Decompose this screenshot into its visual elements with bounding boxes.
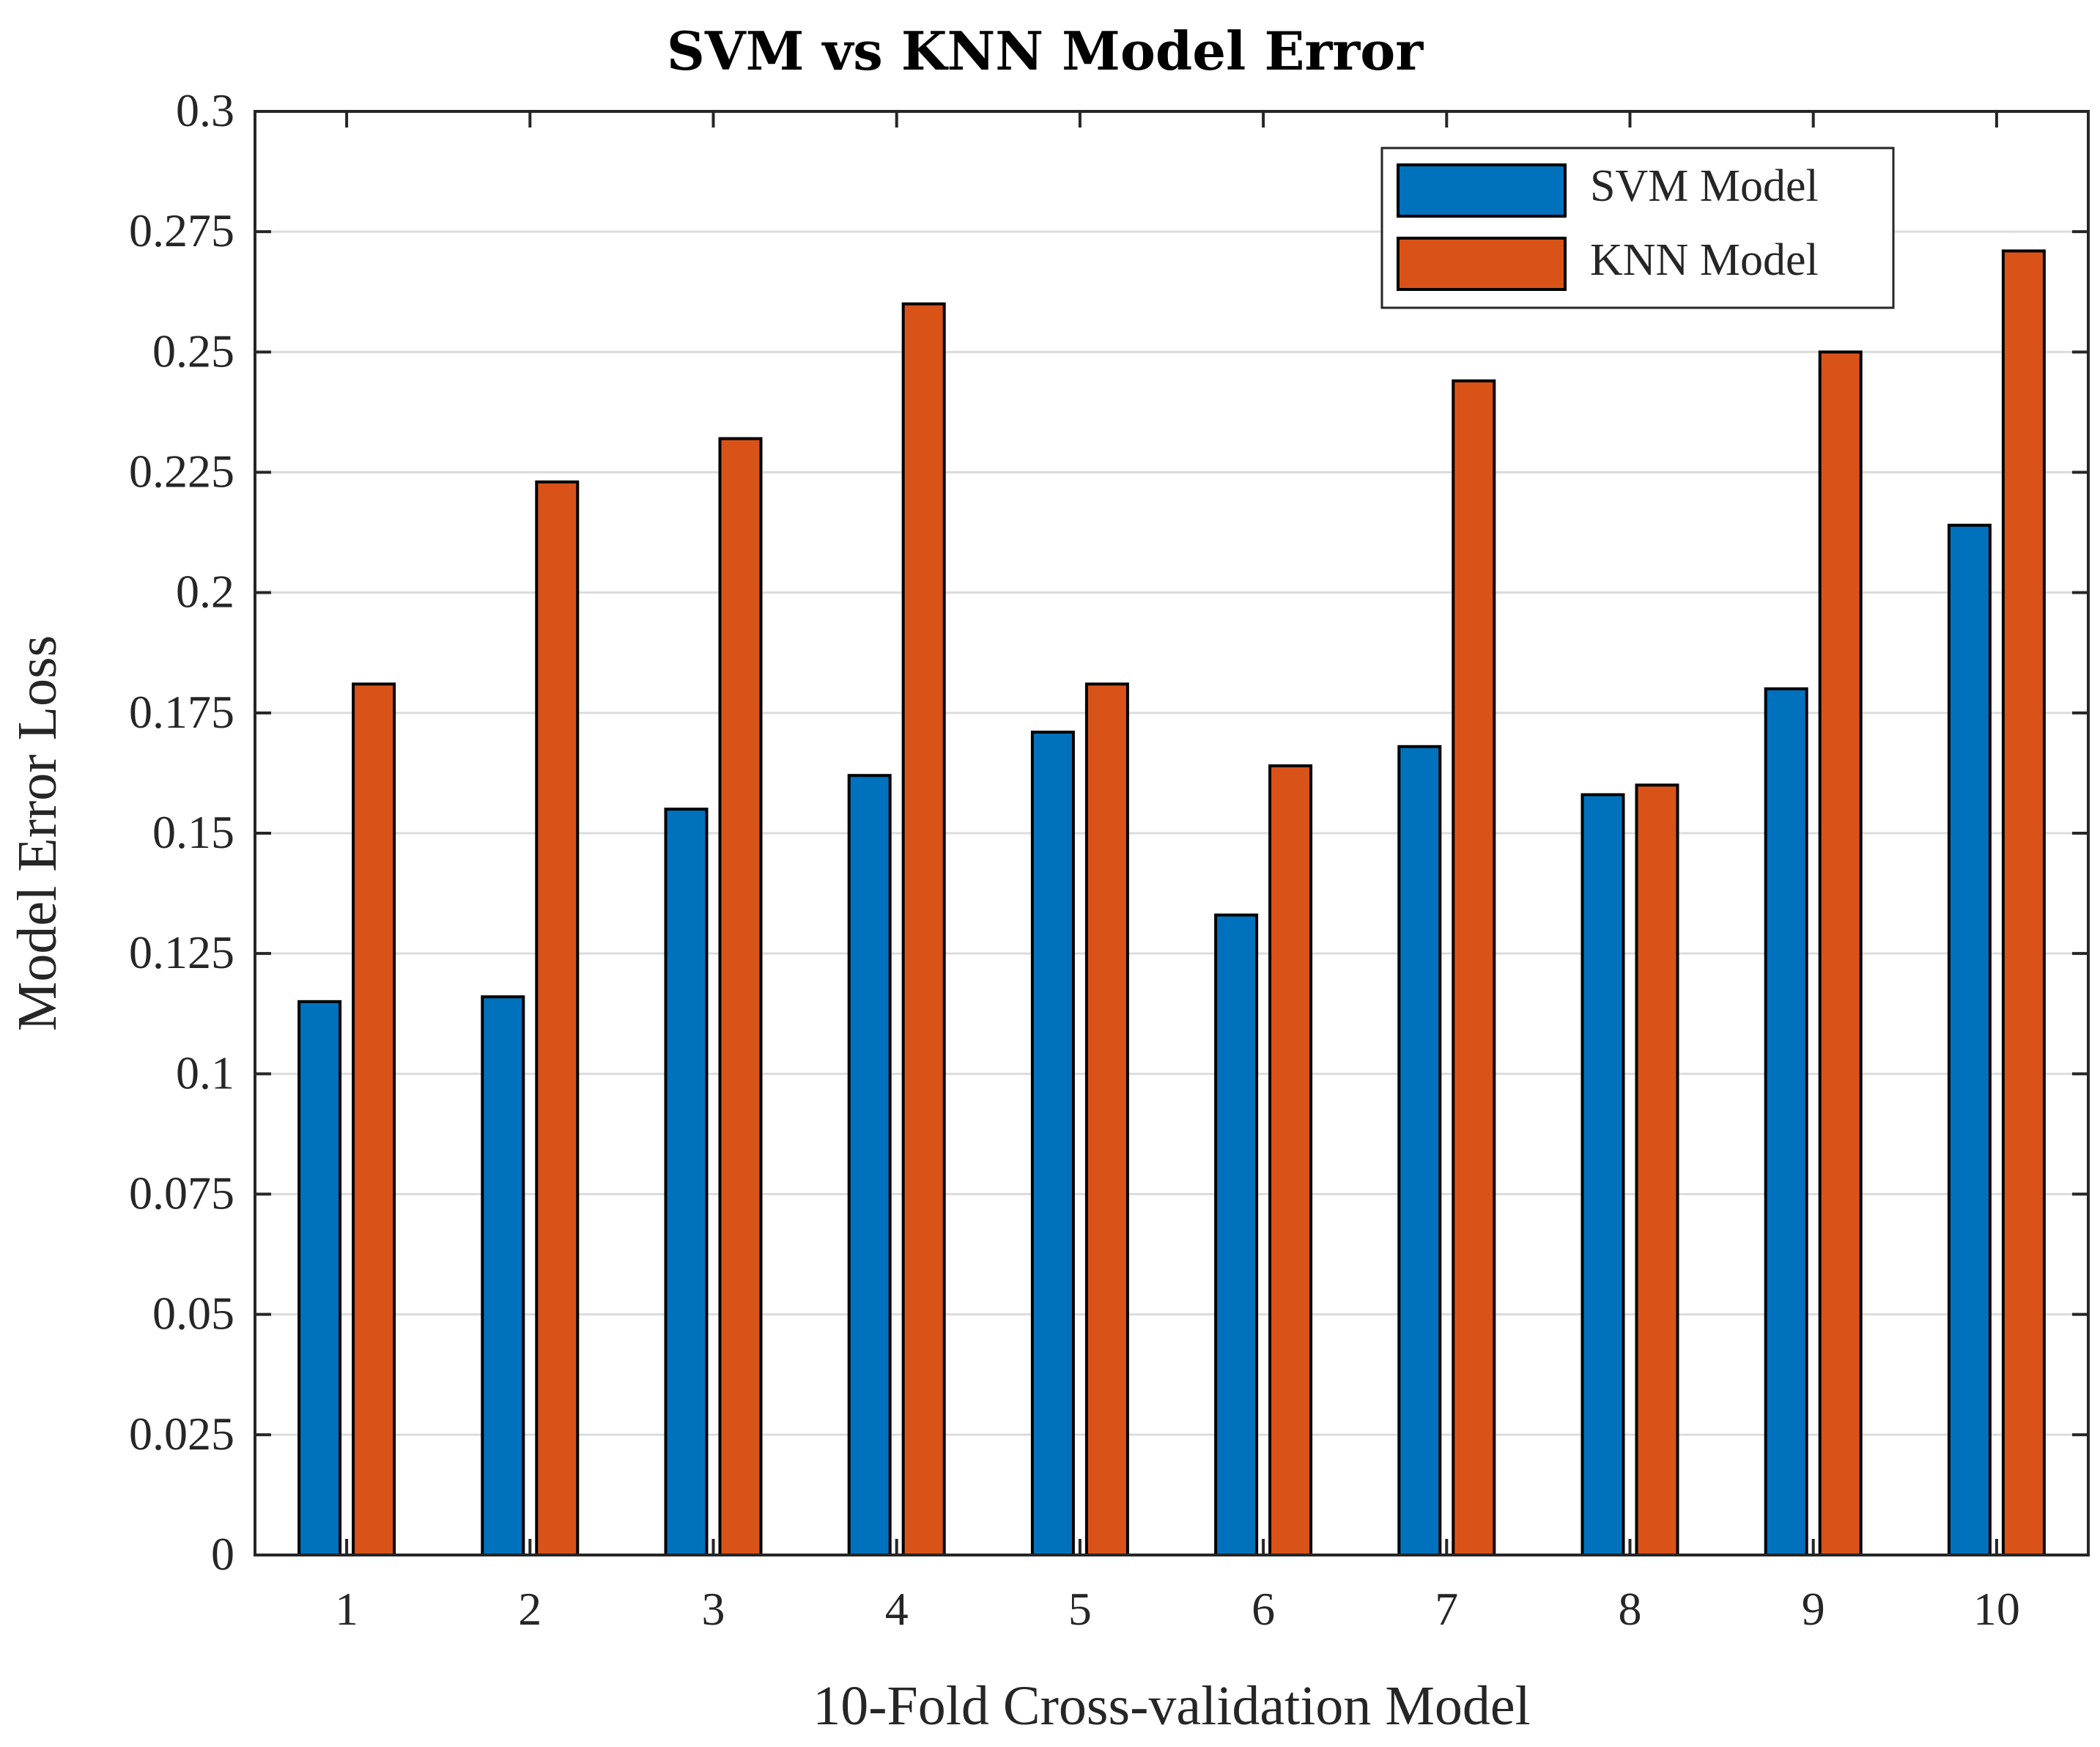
axis-ticks: 0 0.025 0.05 0.075 0.1 0.125 0.15 0.175 0.2 0.225… (129, 84, 2088, 1635)
bar-knn-2 (535, 480, 580, 1557)
y-tick-label: 0.25 (152, 325, 234, 377)
x-tick-label: 8 (1619, 1583, 1642, 1635)
bar-knn-3 (718, 437, 763, 1556)
chart-title: SVM vs KNN Model Error (667, 20, 1424, 82)
bar-svm-2 (481, 995, 525, 1557)
bar-svm-3 (664, 808, 709, 1556)
bar-svm-1 (297, 1000, 342, 1557)
bar-svm-9 (1764, 687, 1808, 1556)
y-tick-label: 0.175 (129, 686, 234, 738)
legend-label-svm: SVM Model (1590, 161, 1819, 211)
bar-svm-6 (1214, 913, 1259, 1556)
bar-knn-10 (2001, 249, 2046, 1556)
bar-knn-6 (1268, 764, 1313, 1556)
y-tick-label: 0.05 (152, 1288, 234, 1340)
y-tick-label: 0.3 (176, 84, 234, 136)
y-tick-label: 0.2 (176, 566, 234, 618)
y-tick-label: 0 (211, 1528, 234, 1580)
y-tick-label: 0.025 (129, 1408, 234, 1460)
legend: SVM Model KNN Model (1380, 147, 1895, 309)
bars (297, 249, 2046, 1557)
legend-swatch-knn (1397, 237, 1567, 291)
bar-knn-1 (352, 682, 396, 1556)
x-tick-label: 6 (1252, 1583, 1275, 1635)
y-axis-label: Model Error Loss (7, 635, 68, 1031)
bar-svm-4 (847, 774, 892, 1556)
y-tick-label: 0.1 (176, 1046, 234, 1098)
legend-label-knn: KNN Model (1590, 235, 1819, 285)
bar-svm-5 (1030, 731, 1075, 1556)
y-tick-label: 0.225 (129, 446, 234, 498)
x-tick-label: 9 (1802, 1583, 1825, 1635)
x-tick-label: 7 (1435, 1583, 1458, 1635)
x-tick-label: 5 (1068, 1583, 1092, 1635)
bar-knn-7 (1452, 379, 1496, 1557)
bar-knn-9 (1818, 350, 1863, 1556)
x-tick-label: 3 (702, 1583, 725, 1635)
legend-swatch-svm (1397, 163, 1567, 218)
bar-knn-5 (1084, 682, 1129, 1556)
bar-knn-4 (901, 302, 946, 1557)
y-tick-label: 0.125 (129, 926, 234, 978)
bar-knn-8 (1635, 783, 1679, 1556)
gridlines (255, 230, 2088, 1436)
y-tick-label: 0.075 (129, 1167, 234, 1219)
y-tick-label: 0.15 (152, 806, 234, 858)
x-tick-label: 1 (335, 1583, 358, 1635)
bar-svm-8 (1580, 793, 1625, 1556)
bar-svm-7 (1397, 745, 1442, 1556)
x-tick-label: 4 (885, 1583, 909, 1635)
y-tick-label: 0.275 (129, 204, 234, 256)
x-tick-label: 10 (1973, 1583, 2020, 1635)
x-axis-label: 10-Fold Cross-validation Model (813, 1675, 1531, 1737)
bar-svm-10 (1947, 523, 1992, 1557)
x-tick-label: 2 (518, 1583, 541, 1635)
